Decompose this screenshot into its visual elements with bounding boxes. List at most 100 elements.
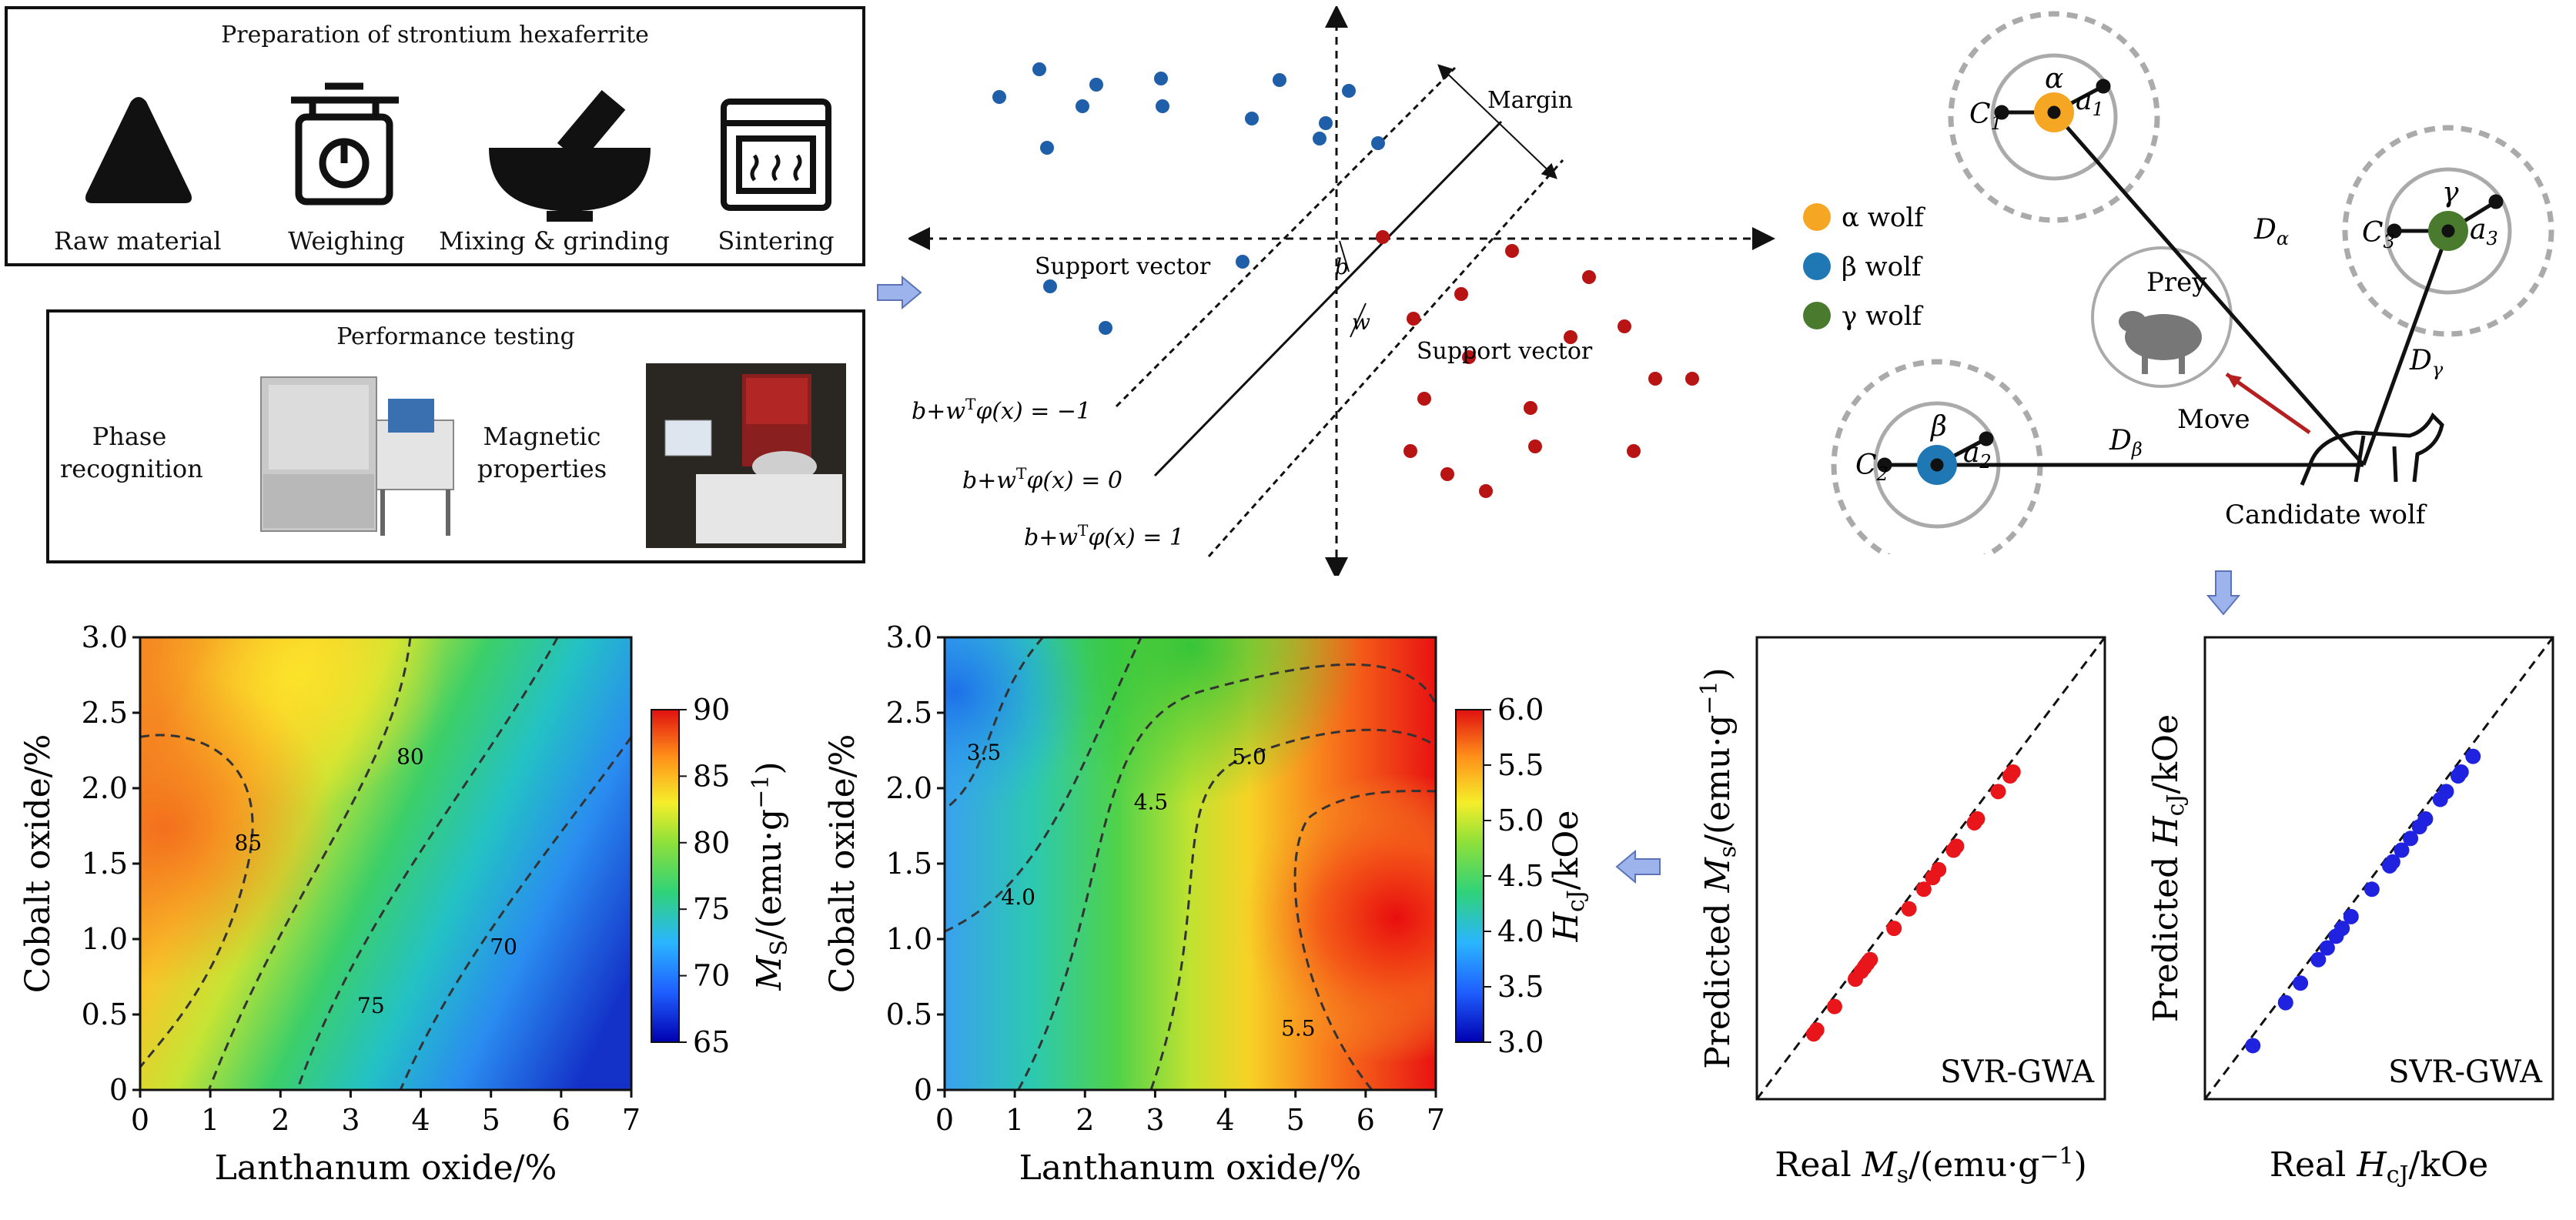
colorbar-tick-label: 85 [693, 759, 730, 793]
colorbar-tick-label: 90 [693, 693, 730, 727]
eq-one: b+wTφ(x) = 1 [1024, 521, 1184, 551]
data-point [2403, 831, 2419, 847]
svm-point-a-3 [1076, 99, 1089, 113]
y-tick-label: 3.0 [82, 620, 128, 654]
colorbar-tick-label: 3.5 [1497, 970, 1544, 1004]
y-tick-label: 0.5 [82, 998, 128, 1031]
margin-arrow [1437, 64, 1557, 179]
legend-alpha-swatch [1803, 203, 1831, 231]
y-tick-label: 2.0 [886, 771, 932, 805]
colorbar-tick-label: 3.0 [1497, 1025, 1544, 1059]
beta-label: β [1929, 411, 1947, 443]
svm-point-a-4 [1089, 78, 1103, 92]
svm-point-b-3 [1403, 444, 1417, 458]
legend-alpha: α wolf [1842, 202, 1925, 233]
svm-point-b-10 [1528, 440, 1542, 453]
performance-title: Performance testing [336, 323, 575, 350]
data-point [2438, 784, 2454, 800]
svm-point-b-11 [1564, 330, 1577, 344]
mortar-icon [489, 89, 651, 222]
contour-label-3: 5.0 [1232, 744, 1266, 770]
x-tick-label: 3 [1146, 1103, 1164, 1137]
legend-beta-swatch [1803, 252, 1831, 280]
x-tick-label: 0 [131, 1103, 149, 1137]
raw-material-icon [85, 97, 192, 203]
svm-point-a-2 [1040, 141, 1054, 155]
colorbar-tick-label: 80 [693, 826, 730, 860]
instrument-images [260, 363, 846, 548]
move-label: Move [2177, 404, 2250, 435]
x-axis-label: Lanthanum oxide/% [215, 1148, 557, 1188]
gwo-diagram: α wolf β wolf γ wolf Prey Move Candidate… [1803, 11, 2554, 554]
contour-line-1 [207, 637, 412, 1090]
colorbar-tick-label: 6.0 [1497, 693, 1544, 727]
contour-line-0 [945, 637, 1044, 811]
arrow-left-icon [1615, 850, 1661, 884]
svm-point-a-9 [1319, 116, 1333, 130]
svm-point-a-7 [1245, 112, 1259, 125]
contour-label-4: 5.5 [1281, 1015, 1316, 1041]
svm-point-b-0 [1376, 230, 1390, 244]
legend-gamma-swatch [1803, 302, 1831, 329]
svm-class-b-points [1376, 230, 1699, 498]
svm-point-a-15 [1236, 255, 1250, 269]
svm-point-a-0 [992, 90, 1006, 104]
x-axis-label: Real Ms/(emu·g−1) [1775, 1143, 2087, 1188]
data-point [2277, 994, 2293, 1011]
performance-panel: Performance testing Phase recognition Ma… [46, 309, 865, 563]
model-tag: SVR-GWA [1940, 1055, 2095, 1090]
y-axis-label: Predicted Ms/(emu·g−1) [1696, 667, 1741, 1069]
w-arrow [1350, 302, 1367, 338]
c3-label: C3 [2362, 217, 2395, 252]
contour-label-3: 70 [490, 934, 517, 960]
svm-point-a-8 [1273, 73, 1286, 87]
d-beta-label: Dβ [2109, 425, 2143, 460]
step-weighing: Weighing [288, 226, 405, 256]
data-point [1808, 1022, 1825, 1038]
svm-point-b-12 [1582, 270, 1596, 284]
contour-line-1 [945, 637, 1142, 933]
svm-point-a-1 [1032, 62, 1046, 76]
svm-point-b-1 [1407, 312, 1420, 326]
y-tick-label: 2.0 [82, 771, 128, 805]
svm-point-a-10 [1342, 84, 1356, 98]
data-point [1915, 881, 1932, 897]
x-tick-label: 7 [1427, 1103, 1445, 1137]
svm-point-b-6 [1462, 350, 1476, 364]
svm-point-a-11 [1313, 132, 1326, 145]
svm-class-a-points [992, 62, 1385, 335]
data-point [2384, 854, 2400, 870]
prey-label: Prey [2146, 267, 2207, 298]
data-point [1826, 998, 1842, 1014]
a3-label: a3 [2470, 214, 2498, 249]
colorbar-label: HcJ/kOe [1547, 811, 1590, 943]
colorbar-tick-label: 4.0 [1497, 914, 1544, 948]
plot-frame [2203, 636, 2554, 1101]
x-tick-label: 2 [1076, 1103, 1094, 1137]
step-sintering: Sintering [718, 226, 835, 256]
colorbar-tick-label: 65 [693, 1025, 730, 1059]
c1-label: C1 [1969, 99, 2002, 134]
y-tick-label: 2.5 [82, 696, 128, 730]
data-point [1990, 784, 2006, 800]
a2-label: a2 [1963, 437, 1992, 473]
contour-label-0: 85 [235, 830, 263, 855]
preparation-panel: Preparation of strontium hexaferrite Raw… [5, 6, 865, 266]
contour-label-1: 4.0 [1001, 884, 1035, 910]
svm-diagram: Margin Support vector Support vector b w… [908, 6, 1775, 576]
support-vector-label-1: Support vector [1035, 253, 1211, 280]
preparation-title: Preparation of strontium hexaferrite [221, 22, 649, 48]
y-tick-label: 1.0 [82, 922, 128, 956]
svm-point-a-5 [1154, 72, 1168, 85]
x-axis-label: Lanthanum oxide/% [1019, 1148, 1362, 1188]
prep-icons [85, 82, 831, 222]
arrow-right-icon [877, 276, 922, 309]
eq-minus-one: b+wTφ(x) = −1 [912, 395, 1091, 425]
contour-line-3 [1149, 728, 1436, 1090]
colorbar-tick-label: 75 [693, 892, 730, 926]
gamma-label: γ [2442, 177, 2459, 209]
y-axis-label: Cobalt oxide/% [823, 734, 862, 994]
d-alpha-label: Dα [2253, 214, 2289, 249]
colorbar-tick-label: 5.0 [1497, 804, 1544, 837]
